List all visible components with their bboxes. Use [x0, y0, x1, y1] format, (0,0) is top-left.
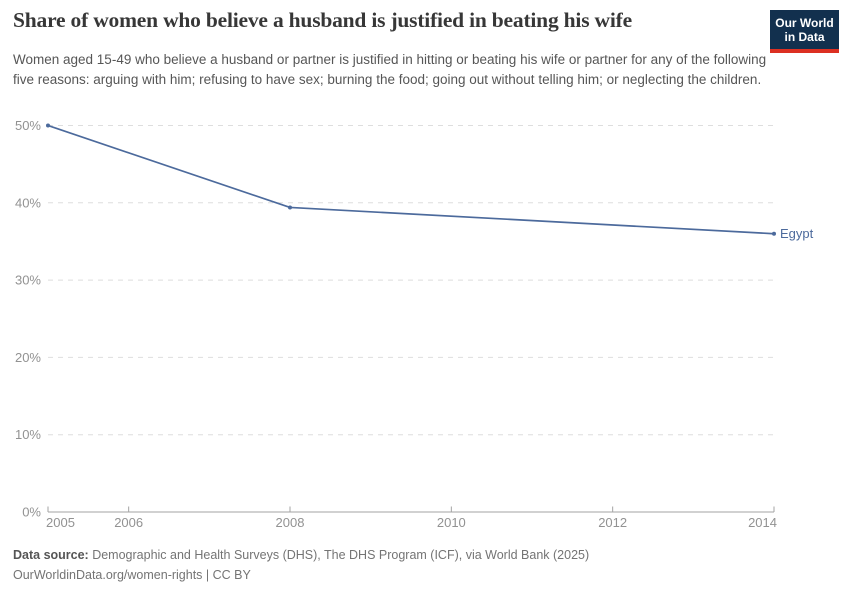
data-source-text: Demographic and Health Surveys (DHS), Th…	[88, 548, 590, 562]
x-tick-label: 2005	[46, 515, 75, 530]
series-line	[47, 124, 775, 235]
data-source-label: Data source:	[13, 548, 89, 562]
chart-footer: Data source: Demographic and Health Surv…	[13, 545, 589, 585]
y-tick-label: 10%	[15, 427, 41, 442]
x-tick-label: 2006	[114, 515, 143, 530]
chart-title: Share of women who believe a husband is …	[13, 8, 632, 32]
x-tick-label: 2010	[437, 515, 466, 530]
data-point[interactable]	[772, 231, 776, 236]
line-chart[interactable]: 0% 10% 20% 30% 40% 50% 2005 2006 2008 2010 2012 201…	[0, 110, 850, 555]
y-tick-label: 0%	[22, 505, 41, 520]
chart-subtitle: Women aged 15-49 who believe a husband o…	[13, 52, 767, 87]
data-point[interactable]	[46, 123, 50, 128]
y-tick-label: 30%	[15, 273, 41, 288]
y-tick-label: 20%	[15, 350, 41, 365]
series-end-label[interactable]: Egypt	[780, 226, 814, 241]
owid-logo-line2: in Data	[784, 30, 825, 44]
owid-logo-line1: Our World	[775, 16, 834, 30]
data-point[interactable]	[288, 205, 292, 210]
x-tick-label: 2008	[276, 515, 305, 530]
owid-logo: Our World in Data	[770, 10, 839, 53]
x-tick-label: 2012	[598, 515, 627, 530]
y-tick-label: 40%	[15, 195, 41, 210]
data-source-line: Data source: Demographic and Health Surv…	[13, 545, 589, 565]
attribution-line: OurWorldinData.org/women-rights | CC BY	[13, 568, 251, 582]
y-tick-label: 50%	[15, 118, 41, 133]
x-tick-label: 2014	[748, 515, 777, 530]
